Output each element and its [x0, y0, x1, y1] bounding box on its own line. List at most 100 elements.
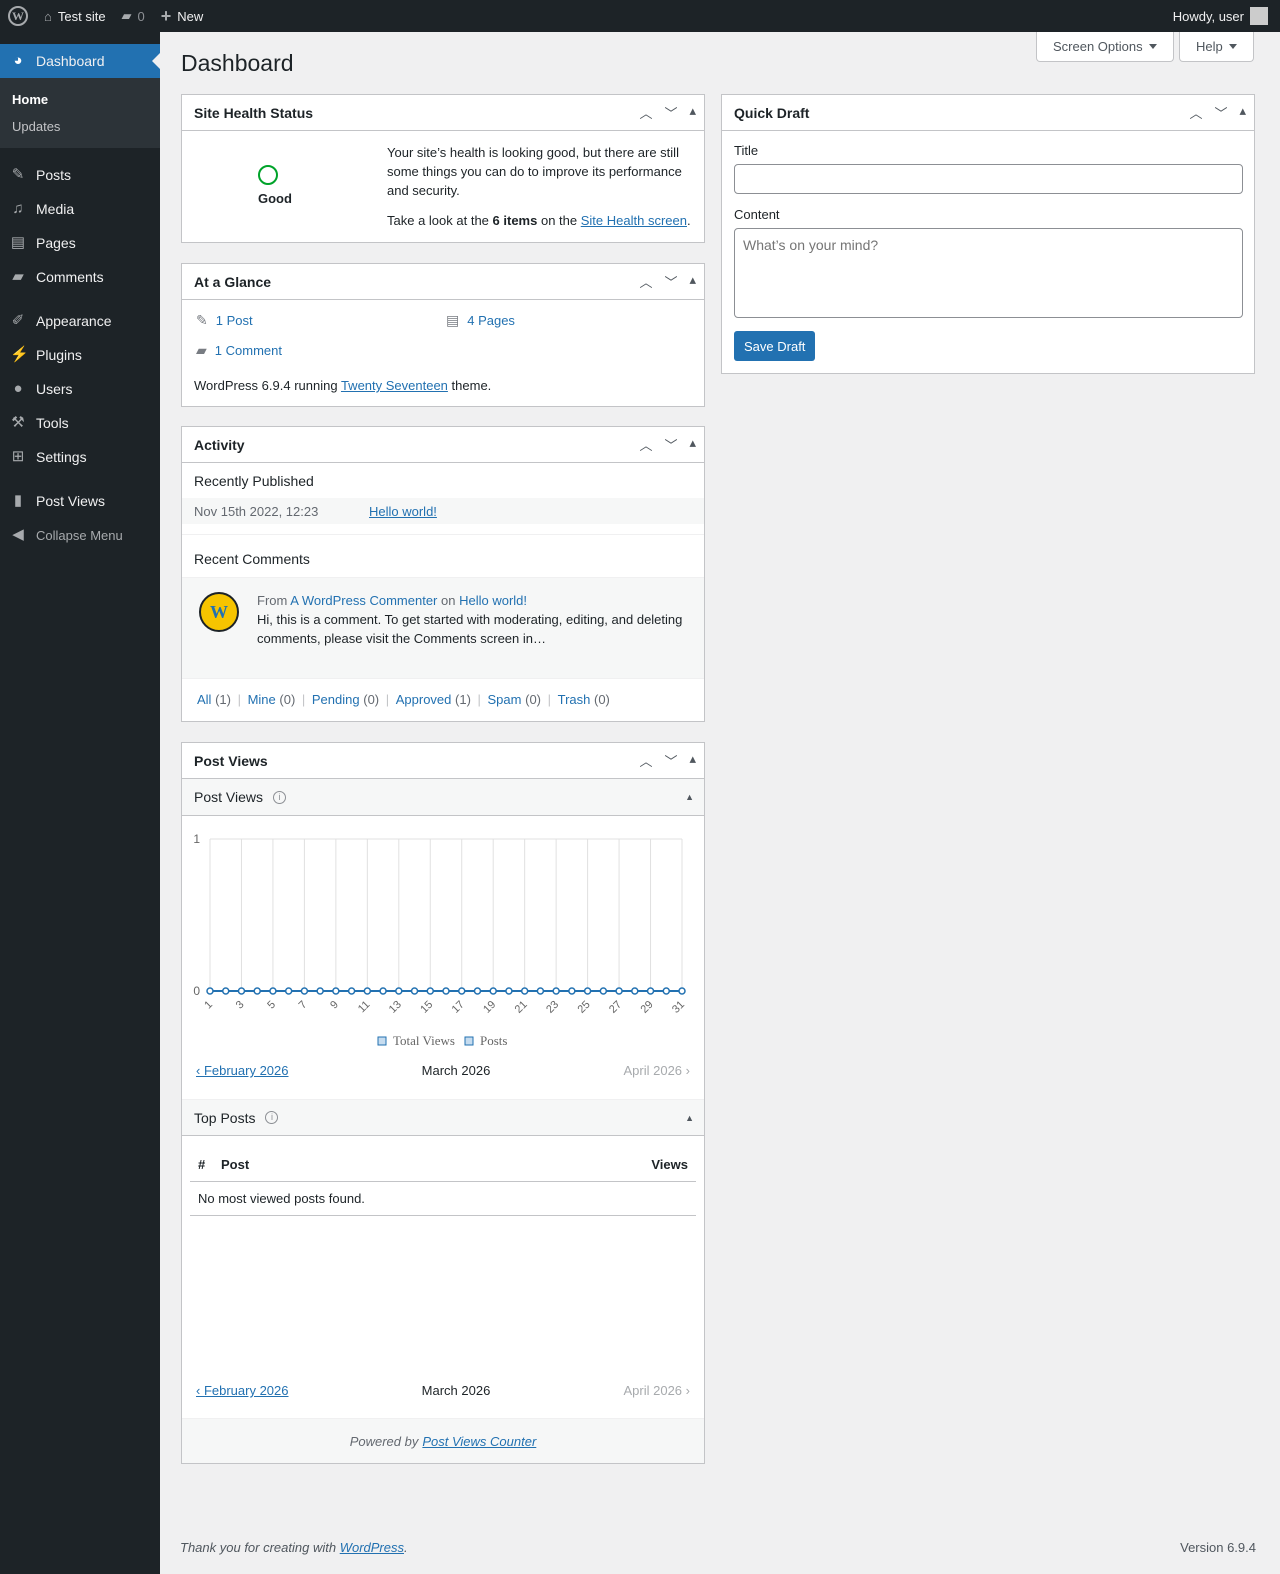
data-point: [269, 987, 277, 995]
post-views-chart-header[interactable]: Post Views i ▲: [182, 779, 704, 816]
site-health-link[interactable]: Site Health screen: [580, 213, 687, 228]
glance-posts-link[interactable]: ✎ 1 Post: [196, 312, 253, 328]
legend-swatch: [464, 1036, 474, 1046]
submenu-home[interactable]: Home: [12, 92, 49, 107]
site-name-menu[interactable]: ⌂ Test site: [36, 0, 114, 32]
submenu-updates[interactable]: Updates: [12, 119, 61, 134]
comment-item: W From A WordPress Commenter on Hello wo…: [182, 577, 704, 679]
footer-thanks: Thank you for creating with WordPress.: [180, 1540, 408, 1555]
sidebar-item-settings[interactable]: ⊞ Settings: [0, 440, 160, 474]
comments-menu[interactable]: ▰ 0: [114, 0, 153, 32]
sidebar-item-label: Comments: [36, 269, 104, 285]
move-up-icon[interactable]: ︿: [639, 754, 653, 769]
move-down-icon[interactable]: ﹀: [664, 106, 678, 121]
wordpress-version-text: WordPress 6.9.4 running Twenty Seventeen…: [194, 378, 492, 393]
sidebar-item-comments[interactable]: ▰ Comments: [0, 260, 160, 294]
comment-filter-all[interactable]: All (1): [197, 692, 231, 707]
section-title: Top Posts: [194, 1109, 256, 1126]
comment-filter-trash[interactable]: Trash (0): [557, 692, 610, 707]
published-date: Nov 15th 2022, 12:23: [194, 503, 319, 519]
prev-month-link[interactable]: ‹ February 2026: [196, 1383, 289, 1398]
post-views-counter-link[interactable]: Post Views Counter: [422, 1433, 537, 1449]
glance-comments-link[interactable]: ▰ 1 Comment: [196, 342, 282, 358]
x-tick-label: 23: [544, 999, 561, 1016]
next-month-link: April 2026 ›: [623, 1383, 690, 1398]
sidebar-item-tools[interactable]: ⚒ Tools: [0, 406, 160, 440]
info-icon[interactable]: i: [265, 1111, 279, 1124]
wordpress-link[interactable]: WordPress: [339, 1540, 404, 1555]
info-icon[interactable]: i: [273, 790, 286, 804]
move-down-icon[interactable]: ﹀: [664, 754, 678, 769]
sidebar-item-label: Dashboard: [36, 53, 105, 69]
move-down-icon[interactable]: ﹀: [664, 438, 678, 453]
data-point: [410, 987, 419, 995]
toggle-icon[interactable]: ▴: [1239, 103, 1246, 118]
move-up-icon[interactable]: ︿: [1189, 106, 1203, 121]
commenter-avatar: W: [199, 592, 239, 632]
title-label: Title: [734, 143, 759, 158]
top-posts-header[interactable]: Top Posts i ▲: [182, 1099, 704, 1136]
move-down-icon[interactable]: ﹀: [664, 275, 678, 290]
sidebar-item-appearance[interactable]: ✐ Appearance: [0, 304, 160, 338]
comment-filter-pending[interactable]: Pending (0): [311, 692, 380, 707]
recent-comments-heading: Recent Comments: [194, 551, 310, 567]
sidebar-item-dashboard[interactable]: ◕ Dashboard: [0, 44, 160, 78]
x-tick-label: 1: [202, 999, 215, 1012]
comment-filter-mine[interactable]: Mine (0): [247, 692, 296, 707]
theme-link[interactable]: Twenty Seventeen: [340, 378, 448, 393]
powered-by: Powered by Post Views Counter: [182, 1418, 704, 1463]
comment-filter-spam[interactable]: Spam (0): [487, 692, 541, 707]
data-point: [662, 987, 671, 995]
toggle-icon[interactable]: ▲: [685, 792, 694, 802]
pin-icon: ✎: [196, 312, 208, 328]
toggle-icon[interactable]: ▴: [689, 435, 696, 450]
account-menu[interactable]: Howdy, user: [1165, 0, 1280, 32]
howdy-text: Howdy, user: [1172, 8, 1244, 24]
sidebar-item-posts[interactable]: ✎ Posts: [0, 158, 160, 192]
comment-icon: ▰: [121, 8, 132, 23]
toggle-icon[interactable]: ▴: [689, 751, 696, 766]
sidebar-item-plugins[interactable]: ⚡ Plugins: [0, 338, 160, 372]
sidebar-item-post-views[interactable]: ▮ Post Views: [0, 484, 160, 518]
home-icon: ⌂: [44, 8, 52, 24]
screen-options-button[interactable]: Screen Options: [1036, 32, 1174, 62]
collapse-menu[interactable]: ◀ Collapse Menu: [0, 518, 160, 552]
comment-post-link[interactable]: Hello world!: [459, 593, 528, 608]
prev-month-link[interactable]: ‹ February 2026: [196, 1063, 289, 1078]
comment-filter-approved[interactable]: Approved (1): [395, 692, 471, 707]
sidebar-item-label: Users: [36, 381, 73, 397]
move-up-icon[interactable]: ︿: [639, 275, 653, 290]
glance-pages-link[interactable]: ▤ 4 Pages: [446, 312, 515, 328]
new-content-menu[interactable]: + New: [153, 0, 212, 32]
published-post-link[interactable]: Hello world!: [369, 503, 437, 519]
comment-author-link[interactable]: A WordPress Commenter: [290, 593, 438, 608]
move-up-icon[interactable]: ︿: [639, 106, 653, 121]
settings-icon: ⊞: [11, 448, 25, 465]
sidebar-item-label: Media: [36, 201, 75, 217]
sidebar-item-pages[interactable]: ▤ Pages: [0, 226, 160, 260]
save-draft-button[interactable]: Save Draft: [734, 331, 816, 361]
toggle-icon[interactable]: ▴: [689, 103, 696, 118]
wp-logo-menu[interactable]: W: [0, 0, 36, 32]
wordpress-logo-icon: W: [8, 6, 28, 26]
x-tick-label: 29: [639, 999, 656, 1016]
sidebar-item-media[interactable]: ♫ Media: [0, 192, 160, 226]
data-point: [442, 987, 450, 995]
data-point: [646, 987, 655, 995]
help-button[interactable]: Help: [1179, 32, 1254, 62]
draft-content-textarea[interactable]: [734, 228, 1243, 318]
data-point: [536, 987, 545, 995]
user-icon: ●: [13, 380, 23, 397]
sidebar-item-users[interactable]: ● Users: [0, 372, 160, 406]
pages-icon: ▤: [10, 234, 26, 251]
move-down-icon[interactable]: ﹀: [1214, 106, 1228, 121]
toggle-icon[interactable]: ▴: [689, 272, 696, 287]
current-month: March 2026: [421, 1063, 491, 1078]
avatar: [1250, 7, 1268, 25]
content-label: Content: [734, 207, 780, 222]
move-up-icon[interactable]: ︿: [639, 438, 653, 453]
caret-down-icon: [1148, 44, 1157, 53]
draft-title-input[interactable]: [734, 164, 1243, 194]
toggle-icon[interactable]: ▲: [685, 1112, 694, 1123]
